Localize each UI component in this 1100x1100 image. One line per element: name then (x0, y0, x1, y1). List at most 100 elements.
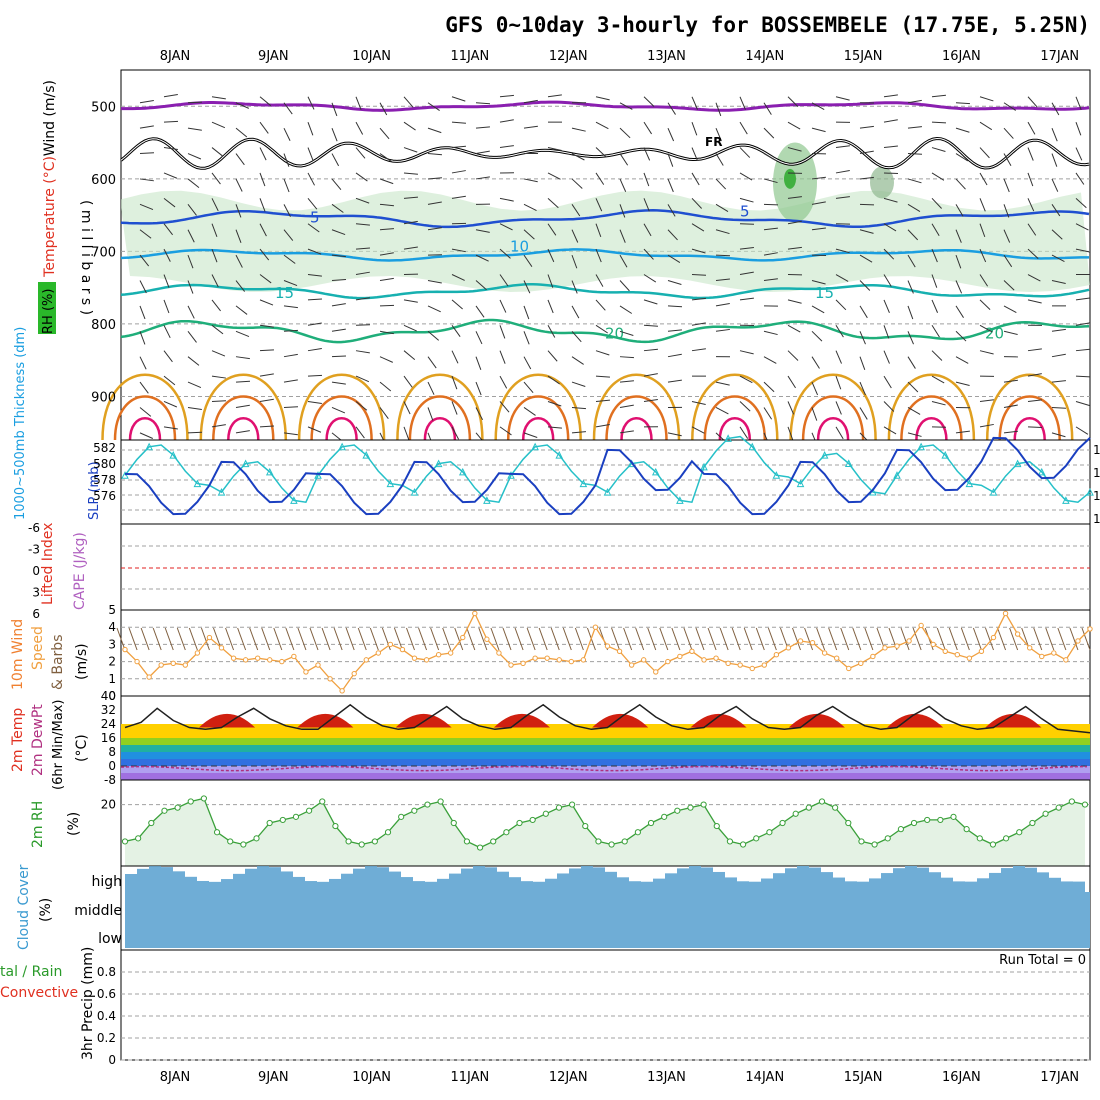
wind10m-point (134, 658, 140, 665)
rh2m-point (871, 841, 878, 848)
wind-barb (619, 102, 633, 110)
wind-barb (1075, 197, 1087, 209)
wind-barb (283, 127, 291, 141)
wind-barb (523, 356, 532, 370)
wind-barb (715, 328, 730, 332)
wind-barb (547, 299, 554, 314)
wind-barb (379, 127, 390, 140)
wind10m-barb (623, 627, 633, 651)
wind-barb (571, 305, 580, 319)
slp-marker (555, 451, 564, 459)
rh2m-point (174, 804, 181, 811)
wind-barb (811, 227, 826, 231)
wind-barb (139, 356, 147, 370)
wind-barb (571, 229, 579, 243)
wind-barb (355, 297, 370, 301)
wind-barb (931, 400, 946, 406)
wind10m-barb (840, 627, 850, 651)
wind-barb (1075, 400, 1090, 406)
wind-barb (787, 324, 801, 333)
wind10m-tick: 3 (108, 637, 116, 651)
cloud-high-bar (989, 872, 1001, 892)
wind-barb (259, 248, 270, 261)
rh2m-point (1002, 835, 1010, 842)
wind-barb (787, 220, 802, 225)
wind10m-ticks: 5 4 3 2 1 0 (108, 603, 116, 703)
wind-barb (643, 121, 653, 135)
wind-barb (643, 198, 650, 212)
rh2m-point (292, 813, 300, 820)
precip-tick: 0.6 (97, 987, 116, 1001)
wind-ylabel: Wind (m/s) (42, 80, 58, 156)
cloud-high-bar (401, 877, 413, 892)
wind-barb (787, 350, 799, 361)
temperature-ylabel: Temperature (°C) (42, 156, 58, 278)
wind-barb (1003, 254, 1013, 268)
cloud-high-bar (305, 881, 317, 892)
wind-barb (691, 348, 706, 352)
wind10m-point (1002, 610, 1009, 617)
wind-barb (499, 94, 514, 98)
rh2m-point (1081, 801, 1089, 808)
wind-barb (811, 356, 820, 369)
rh2m-point (884, 835, 891, 842)
cloud-high-bar (125, 874, 137, 892)
rh2m-point (687, 804, 694, 811)
rh2m-point (463, 838, 471, 845)
wind-barb (835, 325, 844, 338)
cloud-high-bar (353, 868, 365, 892)
wind-barb (1075, 121, 1082, 136)
wind-barb (235, 430, 250, 434)
wind-barb (643, 399, 658, 402)
wind-barb (139, 152, 155, 155)
wind-barb (667, 305, 683, 308)
wind-barb (931, 223, 940, 237)
wind-barb (523, 125, 538, 129)
rh2m-point (845, 819, 852, 827)
rh2m-point (529, 816, 536, 824)
wind-barb (235, 380, 251, 383)
contour-label: 15 (275, 284, 294, 302)
wind-barb (403, 220, 418, 225)
isotherm-10 (120, 248, 1089, 262)
wind10m-point (375, 650, 382, 656)
rh2m-point (371, 838, 378, 845)
warm-contour (325, 417, 358, 441)
wind10m-barb (852, 627, 862, 651)
rh2m-point (858, 838, 865, 845)
wind-barb (859, 331, 866, 345)
wind-barb (283, 102, 293, 115)
wind10m-point (966, 655, 973, 661)
wind-barb (595, 172, 605, 185)
temp2m-tick: 40 (101, 689, 116, 703)
wind-barb (355, 147, 366, 159)
wind-barb (883, 274, 892, 287)
wind-barb (1027, 223, 1037, 236)
wind-barb (307, 198, 318, 210)
warm-contour (494, 373, 582, 441)
wind-barb (715, 203, 729, 212)
rh2m-point (424, 801, 431, 808)
stability-tick: 6 (32, 607, 40, 621)
rh2m-point (516, 819, 523, 827)
wind10m-barb (828, 627, 838, 651)
wind-barb (355, 96, 362, 110)
wind-barb (547, 197, 559, 209)
wind10m-point (640, 657, 647, 663)
cloud-high-bar (473, 866, 485, 892)
slp-marker (893, 471, 901, 479)
wind-barb (403, 375, 413, 388)
wind-barb (859, 254, 873, 263)
wind-barb (667, 353, 682, 358)
rh-ylabel-bg (38, 282, 56, 334)
wind10m-barb (1069, 627, 1079, 651)
wind10m-barb (707, 627, 717, 651)
wind-barb (259, 274, 272, 284)
pressure-tick: 700 (91, 245, 116, 260)
wind-500-line (121, 100, 1090, 112)
wind-barb (595, 399, 610, 402)
top-date-label: 14JAN (745, 49, 784, 64)
wind-barb (307, 322, 322, 326)
wind10m-point (737, 662, 743, 668)
